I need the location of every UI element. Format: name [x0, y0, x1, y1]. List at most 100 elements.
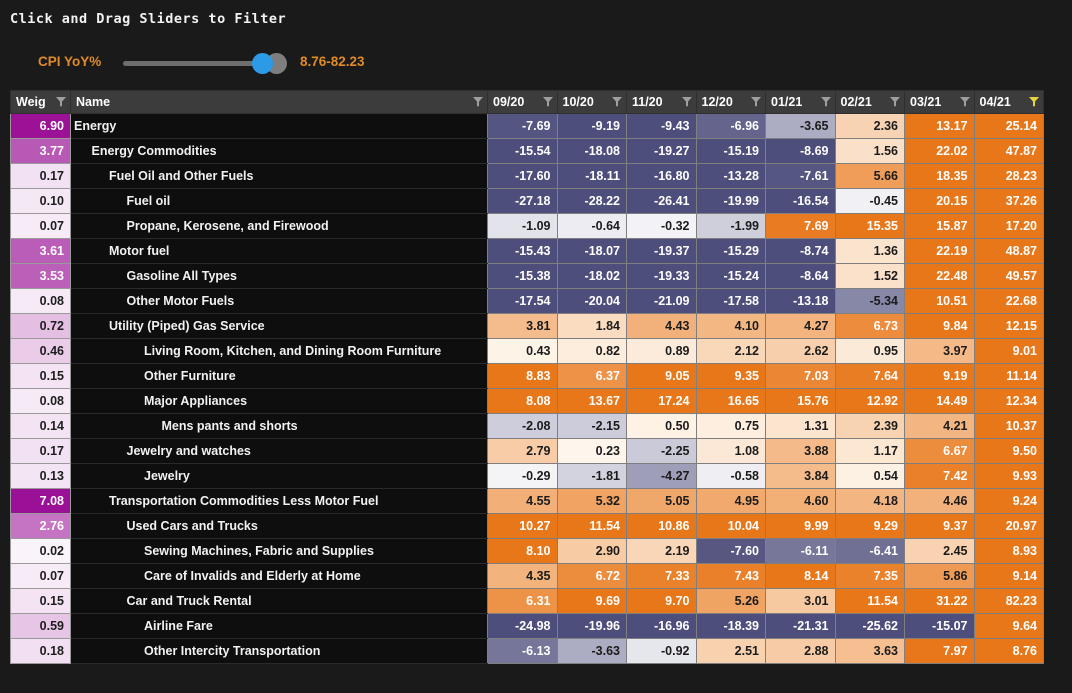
name-cell: Other Intercity Transportation	[70, 638, 488, 664]
column-header-11-20[interactable]: 11/20	[626, 90, 697, 114]
name-cell: Jewelry and watches	[70, 438, 488, 464]
name-cell: Motor fuel	[70, 238, 488, 264]
value-cell: 9.64	[973, 613, 1044, 639]
value-cell: 6.72	[556, 563, 627, 589]
weight-cell: 0.15	[10, 363, 71, 389]
value-cell: 31.22	[904, 588, 975, 614]
table-row: 0.17 Fuel Oil and Other Fuels -17.60 -18.11…	[10, 163, 1044, 189]
month-header-label: 02/21	[840, 95, 872, 109]
column-header-04-21[interactable]: 04/21	[973, 90, 1044, 114]
slider-range-label: 8.76-82.23	[300, 54, 365, 69]
column-header-name[interactable]: Name	[70, 90, 488, 114]
value-cell: 3.81	[487, 313, 558, 339]
grid-body: 6.90 Energy -7.69 -9.19 -9.43 -6.96 -3.65 2.36 1…	[10, 113, 1044, 664]
name-cell: Major Appliances	[70, 388, 488, 414]
value-cell: 0.50	[626, 413, 697, 439]
value-cell: 7.42	[904, 463, 975, 489]
weight-cell: 0.14	[10, 413, 71, 439]
column-header-09-20[interactable]: 09/20	[487, 90, 558, 114]
name-cell: Other Motor Fuels	[70, 288, 488, 314]
value-cell: 15.87	[904, 213, 975, 239]
value-cell: 7.03	[765, 363, 836, 389]
column-header-03-21[interactable]: 03/21	[904, 90, 975, 114]
table-row: 0.18 Other Intercity Transportation -6.13-…	[10, 638, 1044, 664]
column-header-02-21[interactable]: 02/21	[834, 90, 905, 114]
value-cell: -17.54	[487, 288, 558, 314]
value-cell: -16.80	[626, 163, 697, 189]
value-cell: 4.21	[904, 413, 975, 439]
value-cell: 2.12	[695, 338, 766, 364]
table-row: 0.10 Fuel oil -27.18 -28.22 -26.41 -19.99 -16.…	[10, 188, 1044, 214]
value-cell: 9.14	[973, 563, 1044, 589]
value-cell: 37.26	[973, 188, 1044, 214]
value-cell: 1.52	[834, 263, 905, 289]
name-cell: Propane, Kerosene, and Firewood	[70, 213, 488, 239]
weight-cell: 0.59	[10, 613, 71, 639]
value-cell: -6.11	[765, 538, 836, 564]
value-cell: 14.49	[904, 388, 975, 414]
value-cell: -15.38	[487, 263, 558, 289]
value-cell: -13.18	[765, 288, 836, 314]
value-cell: -6.96	[695, 113, 766, 139]
value-cell: 6.37	[556, 363, 627, 389]
value-cell: -19.27	[626, 138, 697, 164]
value-cell: 2.90	[556, 538, 627, 564]
weight-cell: 3.77	[10, 138, 71, 164]
name-cell: Car and Truck Rental	[70, 588, 488, 614]
value-cell: -27.18	[487, 188, 558, 214]
value-cell: -15.07	[904, 613, 975, 639]
column-header-10-20[interactable]: 10/20	[556, 90, 627, 114]
slider-track[interactable]	[123, 61, 287, 66]
value-cell: 10.04	[695, 513, 766, 539]
value-cell: 22.48	[904, 263, 975, 289]
value-cell: -3.65	[765, 113, 836, 139]
column-header-01-21[interactable]: 01/21	[765, 90, 836, 114]
value-cell: 2.79	[487, 438, 558, 464]
value-cell: -2.08	[487, 413, 558, 439]
weight-cell: 2.76	[10, 513, 71, 539]
weight-cell: 7.08	[10, 488, 71, 514]
value-cell: -21.31	[765, 613, 836, 639]
name-cell: Airline Fare	[70, 613, 488, 639]
grid-header-row: Weig Name 09/20 10/20 11/20 12/20 01/21 02/21 03…	[10, 90, 1044, 114]
value-cell: -5.34	[834, 288, 905, 314]
column-header-weight[interactable]: Weig	[10, 90, 71, 114]
value-cell: -1.81	[556, 463, 627, 489]
value-cell: 11.54	[834, 588, 905, 614]
name-cell: Energy Commodities	[70, 138, 488, 164]
value-cell: 7.64	[834, 363, 905, 389]
value-cell: 17.24	[626, 388, 697, 414]
value-cell: -13.28	[695, 163, 766, 189]
value-cell: 3.01	[765, 588, 836, 614]
value-cell: 11.14	[973, 363, 1044, 389]
month-header-label: 12/20	[701, 95, 733, 109]
value-cell: 2.62	[765, 338, 836, 364]
table-row: 0.59 Airline Fare -24.98 -19.96 -16.96 -18.39…	[10, 613, 1044, 639]
table-row: 3.61 Motor fuel -15.43 -18.07 -19.37 -15.29 -8…	[10, 238, 1044, 264]
slider-handle-blue[interactable]	[252, 53, 273, 74]
value-cell: 10.86	[626, 513, 697, 539]
weight-cell: 0.72	[10, 313, 71, 339]
month-header-label: 03/21	[910, 95, 942, 109]
value-cell: 3.97	[904, 338, 975, 364]
value-cell: 8.14	[765, 563, 836, 589]
value-cell: 10.27	[487, 513, 558, 539]
table-row: 0.13 Jewelry -0.29 -1.81 -4.27 -0.58 3.84 0.54 7…	[10, 463, 1044, 489]
weight-cell: 6.90	[10, 113, 71, 139]
weight-cell: 0.08	[10, 388, 71, 414]
value-cell: -6.41	[834, 538, 905, 564]
value-cell: -15.24	[695, 263, 766, 289]
column-header-12-20[interactable]: 12/20	[695, 90, 766, 114]
value-cell: 9.99	[765, 513, 836, 539]
value-cell: 6.73	[834, 313, 905, 339]
value-cell: -16.54	[765, 188, 836, 214]
name-cell: Jewelry	[70, 463, 488, 489]
month-header-label: 11/20	[632, 95, 663, 109]
value-cell: 4.35	[487, 563, 558, 589]
value-cell: 18.35	[904, 163, 975, 189]
value-cell: -20.04	[556, 288, 627, 314]
value-cell: 0.54	[834, 463, 905, 489]
table-row: 0.08 Other Motor Fuels -17.54 -20.04 -21.09-…	[10, 288, 1044, 314]
table-row: 0.07 Care of Invalids and Elderly at Home…	[10, 563, 1044, 589]
